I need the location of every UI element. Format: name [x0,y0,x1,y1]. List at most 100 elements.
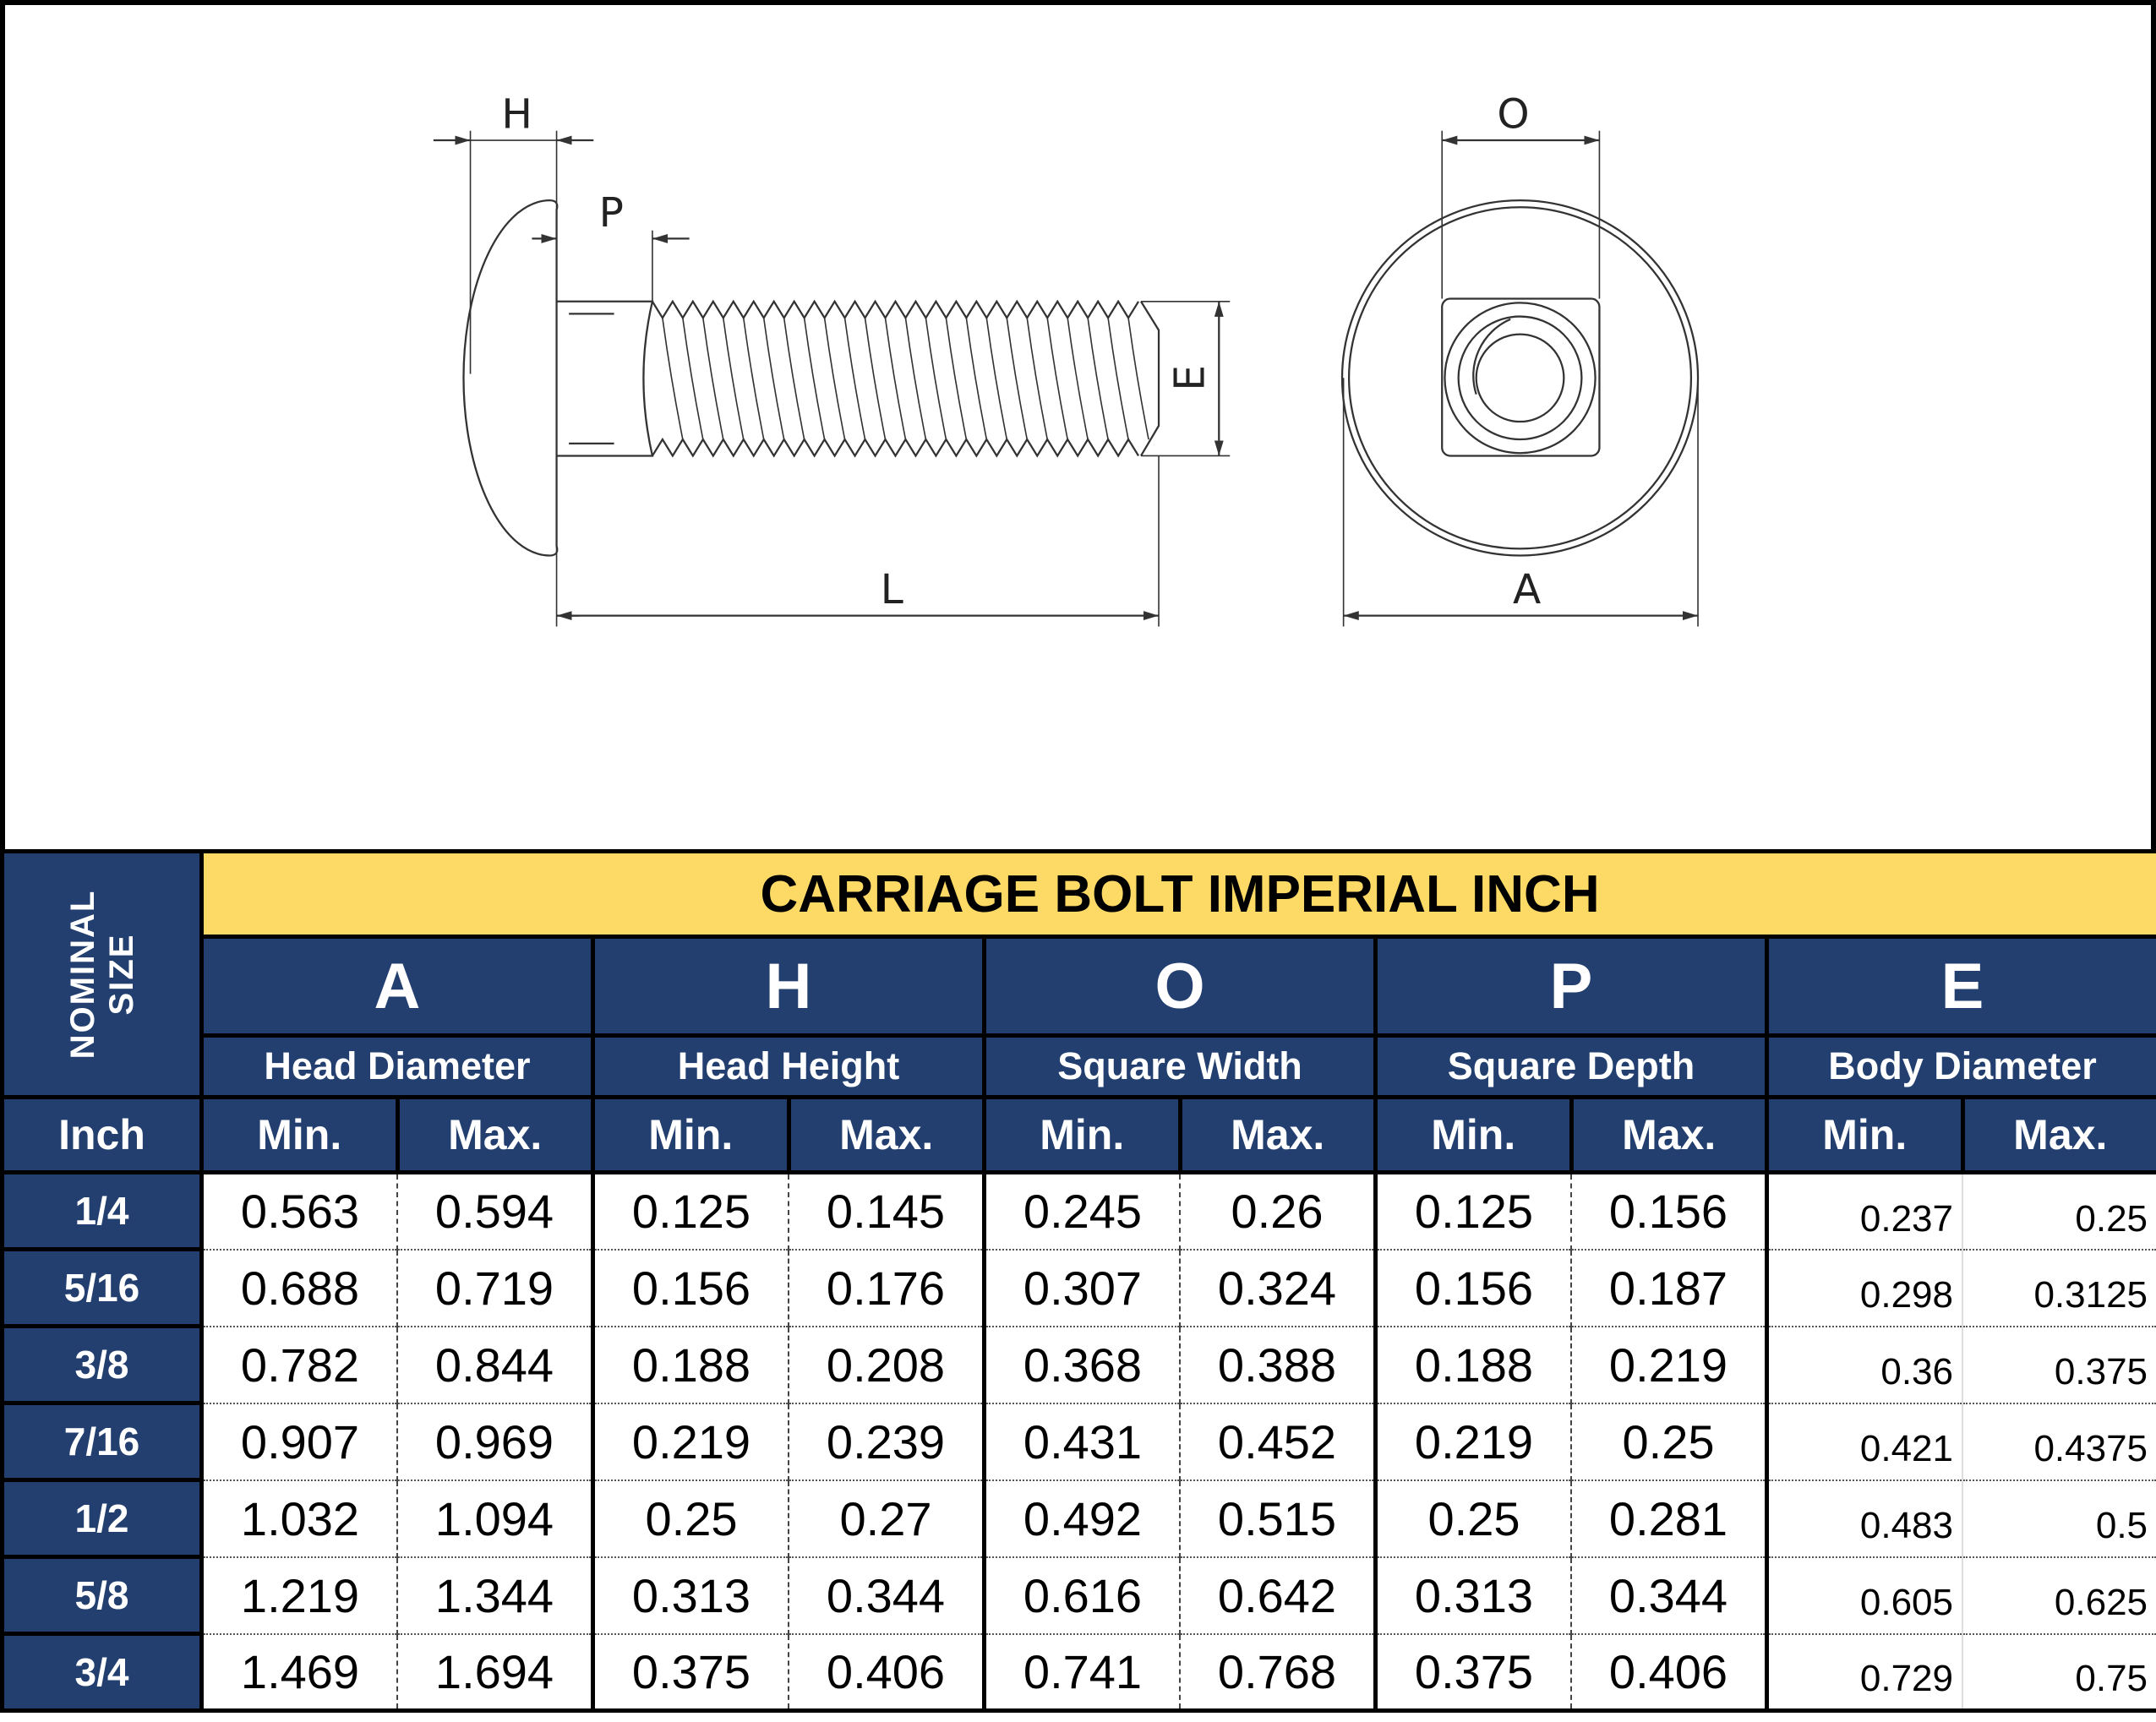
min-value-cell: 0.563 [199,1172,398,1251]
column-description: Head Diameter [199,1033,595,1099]
column-letter-e: E [1764,935,2156,1038]
column-description: Body Diameter [1764,1033,2156,1099]
nominal-size-cell: 3/8 [0,1324,204,1405]
table-row: 3/8 0.782 0.844 0.188 0.208 0.368 0.388 0.188 0.… [0,1324,2156,1405]
nominal-size-header: NOMINAL SIZE [0,849,204,1099]
min-value-cell: 0.313 [591,1556,789,1635]
max-header: Max. [1960,1095,2156,1174]
min-value-cell: 1.032 [199,1480,398,1558]
min-value-cell: 0.25 [591,1480,789,1558]
bolt-head-dome [462,199,550,557]
max-value-cell: 0.3125 [1962,1249,2156,1327]
min-value-cell: 0.421 [1765,1403,1963,1481]
column-description: Square Width [982,1033,1378,1099]
unit-header: Inch [0,1095,204,1174]
max-value-cell: 0.281 [1571,1480,1769,1558]
spec-table: NOMINAL SIZE CARRIAGE BOLT IMPERIAL INCH … [0,849,2156,1713]
max-value-cell: 0.515 [1180,1480,1378,1558]
min-value-cell: 0.307 [982,1249,1181,1327]
max-value-cell: 0.969 [397,1403,595,1481]
nominal-size-cell: 5/8 [0,1555,204,1636]
min-value-cell: 0.368 [982,1326,1181,1404]
min-value-cell: 0.219 [1373,1403,1572,1481]
dimension-label-e: E [1166,365,1214,391]
min-value-cell: 0.907 [199,1403,398,1481]
bolt-drawing: H P L E O A [0,0,2156,849]
max-header: Max. [786,1095,986,1174]
min-value-cell: 0.605 [1765,1556,1963,1635]
table-row: 1/2 1.032 1.094 0.25 0.27 0.492 0.515 0.25 0.281… [0,1478,2156,1559]
nominal-size-cell: 1/2 [0,1478,204,1559]
table-row: 1/4 0.563 0.594 0.125 0.145 0.245 0.26 0.125 0.1… [0,1170,2156,1251]
min-value-cell: 1.469 [199,1633,398,1713]
nominal-label: NOMINAL [63,889,101,1060]
max-header: Max. [395,1095,595,1174]
table-row: 3/4 1.469 1.694 0.375 0.406 0.741 0.768 0.375 0.… [0,1632,2156,1713]
dimension-label-h: H [501,91,532,139]
nominal-size-cell: 3/4 [0,1632,204,1713]
min-header: Min. [982,1095,1182,1174]
carriage-bolt-diagram: H P L E O A [433,91,1700,627]
max-value-cell: 0.25 [1962,1172,2156,1251]
max-value-cell: 0.208 [789,1326,986,1404]
table-row: 7/16 0.907 0.969 0.219 0.239 0.431 0.452 0.219 0… [0,1401,2156,1482]
size-label: SIZE [102,933,140,1016]
min-value-cell: 0.729 [1765,1633,1963,1713]
max-value-cell: 0.406 [1571,1633,1769,1713]
max-value-cell: 0.594 [397,1172,595,1251]
max-value-cell: 0.324 [1180,1249,1378,1327]
max-value-cell: 0.145 [789,1172,986,1251]
column-letter-p: P [1373,935,1769,1038]
min-header: Min. [1765,1095,1965,1174]
bolt-tip [1140,301,1160,457]
max-value-cell: 0.625 [1962,1556,2156,1635]
max-value-cell: 0.176 [789,1249,986,1327]
max-value-cell: 0.642 [1180,1556,1378,1635]
dimension-label-l: L [881,566,903,613]
max-value-cell: 0.375 [1962,1326,2156,1404]
min-value-cell: 0.375 [1373,1633,1572,1713]
max-value-cell: 0.25 [1571,1403,1769,1481]
nominal-size-cell: 1/4 [0,1170,204,1251]
min-header: Min. [1373,1095,1574,1174]
min-value-cell: 0.375 [591,1633,789,1713]
max-value-cell: 0.344 [1571,1556,1769,1635]
min-value-cell: 0.156 [591,1249,789,1327]
table-row: 5/16 0.688 0.719 0.156 0.176 0.307 0.324 0.156 0… [0,1247,2156,1328]
max-value-cell: 0.388 [1180,1326,1378,1404]
max-value-cell: 0.26 [1180,1172,1378,1251]
max-value-cell: 0.452 [1180,1403,1378,1481]
max-value-cell: 1.094 [397,1480,595,1558]
min-value-cell: 0.125 [591,1172,789,1251]
min-header: Min. [199,1095,400,1174]
min-value-cell: 0.125 [1373,1172,1572,1251]
max-value-cell: 0.719 [397,1249,595,1327]
min-value-cell: 0.25 [1373,1480,1572,1558]
table-title: CARRIAGE BOLT IMPERIAL INCH [199,849,2156,939]
nominal-size-cell: 5/16 [0,1247,204,1328]
spec-table-container: NOMINAL SIZE CARRIAGE BOLT IMPERIAL INCH … [0,849,2156,1722]
max-value-cell: 0.27 [789,1480,986,1558]
min-value-cell: 0.237 [1765,1172,1963,1251]
max-value-cell: 0.156 [1571,1172,1769,1251]
max-value-cell: 0.768 [1180,1633,1378,1713]
max-value-cell: 0.239 [789,1403,986,1481]
column-description: Head Height [591,1033,986,1099]
max-value-cell: 0.344 [789,1556,986,1635]
dimension-label-o: O [1497,91,1529,139]
max-value-cell: 0.187 [1571,1249,1769,1327]
nominal-size-cell: 7/16 [0,1401,204,1482]
min-header: Min. [591,1095,791,1174]
min-value-cell: 0.156 [1373,1249,1572,1327]
column-description: Square Depth [1373,1033,1769,1099]
square-neck-outline [1441,297,1601,457]
min-value-cell: 0.36 [1765,1326,1963,1404]
column-letter-o: O [982,935,1378,1038]
min-value-cell: 0.431 [982,1403,1181,1481]
min-value-cell: 0.188 [1373,1326,1572,1404]
min-value-cell: 0.219 [591,1403,789,1481]
column-letter-a: A [199,935,595,1038]
min-value-cell: 0.188 [591,1326,789,1404]
bolt-threads [651,299,1149,458]
min-value-cell: 0.483 [1765,1480,1963,1558]
